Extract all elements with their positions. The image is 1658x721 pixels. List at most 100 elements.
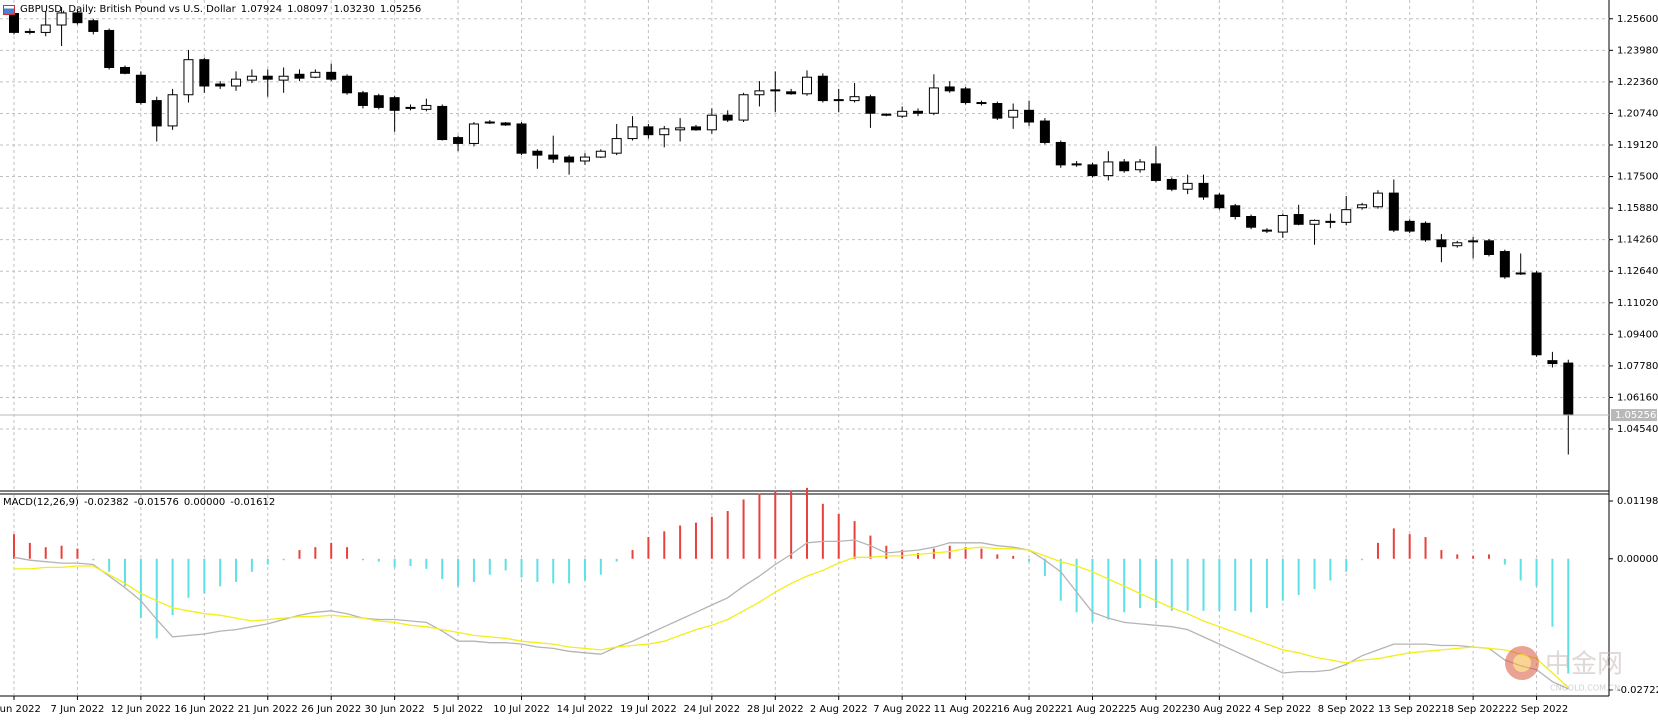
x-tick-label: 11 Aug 2022 bbox=[934, 704, 998, 715]
x-tick-label: 24 Jul 2022 bbox=[684, 704, 741, 715]
y-tick-label: 1.04540 bbox=[1617, 424, 1658, 435]
candle-body bbox=[1515, 272, 1526, 275]
candle-body bbox=[1087, 164, 1098, 177]
candle-body bbox=[88, 20, 99, 32]
candle-body bbox=[1277, 215, 1288, 233]
x-tick-label: 5 Jul 2022 bbox=[433, 704, 483, 715]
candle-body bbox=[675, 127, 686, 131]
candle-body bbox=[1214, 194, 1225, 209]
candle-body bbox=[1182, 182, 1193, 190]
candle-body bbox=[1404, 220, 1415, 232]
candle-body bbox=[928, 87, 939, 114]
current-price-label: 1.05256 bbox=[1615, 410, 1656, 421]
candle-body bbox=[643, 126, 654, 136]
main-line bbox=[13, 539, 1569, 690]
candle-body bbox=[262, 75, 273, 80]
x-tick-label: 12 Jun 2022 bbox=[111, 704, 171, 715]
watermark: 中金网 CNGOLD.COM.CN bbox=[1505, 646, 1623, 693]
candle-body bbox=[627, 126, 638, 140]
candle-body bbox=[913, 110, 924, 114]
watermark-name: 中金网 bbox=[1545, 650, 1623, 680]
candle-body bbox=[104, 29, 115, 68]
candle-body bbox=[72, 12, 83, 24]
candle-body bbox=[167, 94, 178, 127]
y-tick-label: 1.23980 bbox=[1617, 45, 1658, 56]
candle-body bbox=[1071, 163, 1082, 166]
candle-body bbox=[690, 126, 701, 131]
candle-body bbox=[24, 30, 35, 33]
candle-body bbox=[1452, 242, 1463, 247]
candle-body bbox=[960, 88, 971, 104]
quote-value: 1.05256 bbox=[379, 4, 422, 15]
y-tick-label: 1.12640 bbox=[1617, 266, 1658, 277]
candle-body bbox=[1230, 205, 1241, 217]
candle-body bbox=[1198, 182, 1209, 198]
watermark-logo-inner bbox=[1513, 654, 1531, 672]
x-tick-label: 2 Jun 2022 bbox=[0, 704, 41, 715]
x-tick-label: 30 Aug 2022 bbox=[1187, 704, 1251, 715]
candle-body bbox=[1483, 240, 1494, 255]
x-tick-label: 18 Sep 2022 bbox=[1441, 704, 1504, 715]
indicator-header: MACD(12,26,9) -0.02382 -0.01576 0.00000 -0.… bbox=[3, 497, 275, 508]
candle-body bbox=[659, 128, 670, 136]
y-tick-label: 1.11020 bbox=[1617, 298, 1658, 309]
y-tick-label: 1.17500 bbox=[1617, 172, 1658, 183]
candle-body bbox=[389, 97, 400, 111]
candle-body bbox=[1261, 229, 1272, 232]
quote-value: 0.00000 bbox=[183, 497, 226, 508]
quote-value: 1.08097 bbox=[287, 4, 329, 15]
candle-body bbox=[1531, 272, 1542, 356]
x-tick-label: 26 Jun 2022 bbox=[301, 704, 361, 715]
candle-body bbox=[183, 59, 194, 96]
candle-body bbox=[1166, 178, 1177, 190]
candle-body bbox=[294, 73, 305, 79]
candle-body bbox=[754, 90, 765, 96]
candle-body bbox=[786, 91, 797, 95]
x-tick-label: 21 Jun 2022 bbox=[238, 704, 298, 715]
candle-body bbox=[1024, 109, 1035, 123]
x-tick-label: 10 Jul 2022 bbox=[493, 704, 550, 715]
candle-body bbox=[1468, 240, 1479, 243]
candle-body bbox=[484, 121, 495, 124]
candle-body bbox=[1309, 219, 1320, 225]
candle-body bbox=[199, 59, 210, 87]
candle-body bbox=[215, 83, 226, 87]
candle-body bbox=[532, 150, 543, 156]
candle-body bbox=[421, 104, 432, 110]
signal-line bbox=[14, 546, 1569, 688]
x-tick-label: 14 Jul 2022 bbox=[557, 704, 614, 715]
x-tick-label: 30 Jun 2022 bbox=[365, 704, 425, 715]
x-tick-label: 8 Sep 2022 bbox=[1318, 704, 1375, 715]
candle-body bbox=[1436, 239, 1447, 248]
candle-body bbox=[56, 12, 67, 26]
candle-body bbox=[1325, 220, 1336, 223]
quote-value: -0.02382 bbox=[83, 497, 129, 508]
y-tick-label: 1.07780 bbox=[1617, 361, 1658, 372]
x-tick-label: 16 Jun 2022 bbox=[174, 704, 234, 715]
x-tick-label: 2 Aug 2022 bbox=[810, 704, 868, 715]
y-tick-label: 1.06160 bbox=[1617, 392, 1658, 403]
candle-body bbox=[120, 66, 131, 74]
candle-body bbox=[706, 114, 717, 131]
chart-title: GBPUSD, Daily: British Pound vs U.S. Dol… bbox=[20, 4, 236, 15]
candle-body bbox=[1388, 192, 1399, 231]
candle-body bbox=[500, 122, 511, 126]
candle-body bbox=[722, 114, 733, 121]
candle-body bbox=[151, 100, 162, 127]
candle-body bbox=[849, 96, 860, 102]
y-tick-label: 1.22360 bbox=[1617, 77, 1658, 88]
candle-body bbox=[944, 86, 955, 92]
candle-body bbox=[1357, 204, 1368, 209]
candle-body bbox=[817, 75, 828, 102]
candle-body bbox=[1039, 120, 1050, 143]
candle-body bbox=[595, 150, 606, 158]
y-tick-label: 1.14260 bbox=[1617, 235, 1658, 246]
candle-body bbox=[881, 113, 892, 116]
candle-body bbox=[802, 76, 812, 95]
y-tick-label: -0.02722 bbox=[1617, 685, 1658, 696]
candle-body bbox=[1119, 161, 1130, 172]
